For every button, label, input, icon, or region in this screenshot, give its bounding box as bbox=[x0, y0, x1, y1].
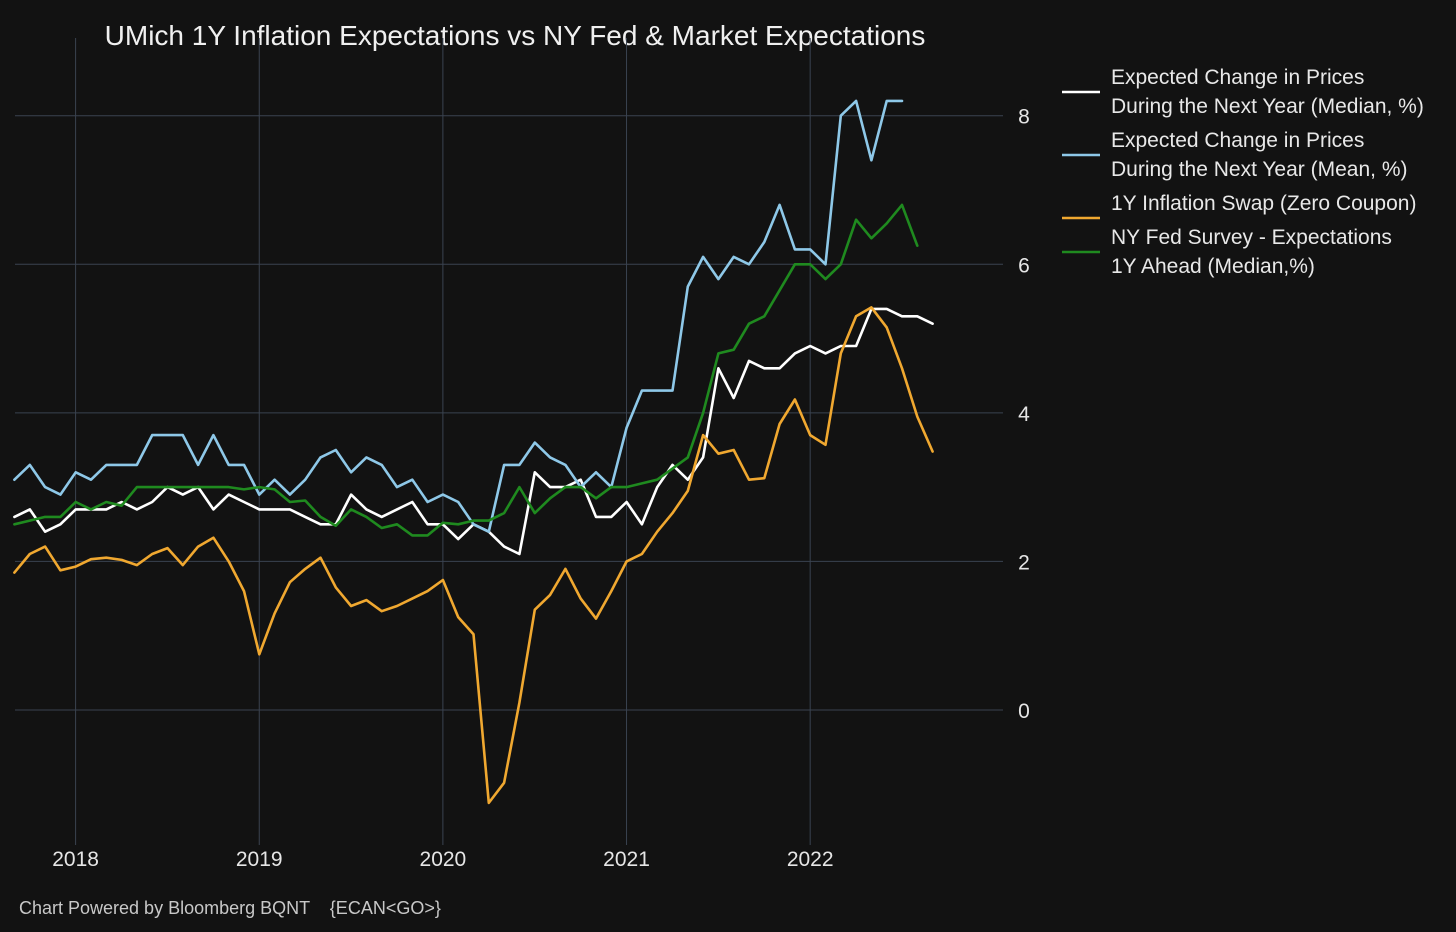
series-line-2 bbox=[13, 99, 904, 534]
y-tick-label-2: 2 bbox=[1018, 551, 1030, 574]
y-axis-ticks: 0 2 4 6 8 bbox=[1018, 106, 1030, 723]
legend-entry-1-line-1: Expected Change in Prices bbox=[1111, 66, 1364, 89]
chart-footer: Chart Powered by Bloomberg BQNT {ECAN<GO… bbox=[19, 898, 441, 918]
x-tick-label-2020: 2020 bbox=[420, 848, 467, 871]
y-tick-label-4: 4 bbox=[1018, 403, 1030, 426]
x-tick-label-2018: 2018 bbox=[52, 848, 99, 871]
legend: Expected Change in Prices During the Next… bbox=[1062, 66, 1424, 278]
series-lines bbox=[13, 99, 934, 805]
legend-entry-2-line-1: Expected Change in Prices bbox=[1111, 129, 1364, 152]
series-line-3 bbox=[13, 306, 934, 805]
series-line-4 bbox=[13, 203, 919, 537]
x-tick-label-2022: 2022 bbox=[787, 848, 834, 871]
chart-title: UMich 1Y Inflation Expectations vs NY Fe… bbox=[105, 20, 926, 51]
legend-entry-2-line-2: During the Next Year (Mean, %) bbox=[1111, 158, 1407, 181]
legend-entry-1-line-2: During the Next Year (Median, %) bbox=[1111, 95, 1424, 118]
legend-entry-3-line-1: 1Y Inflation Swap (Zero Coupon) bbox=[1111, 192, 1416, 215]
x-tick-label-2021: 2021 bbox=[603, 848, 650, 871]
legend-entry-4-line-1: NY Fed Survey - Expectations bbox=[1111, 226, 1392, 249]
legend-entry-4-line-2: 1Y Ahead (Median,%) bbox=[1111, 255, 1315, 278]
series-line-1 bbox=[13, 307, 934, 556]
y-tick-label-8: 8 bbox=[1018, 106, 1030, 129]
y-tick-label-0: 0 bbox=[1018, 700, 1030, 723]
x-axis-ticks: 2018 2019 2020 2021 2022 bbox=[52, 848, 833, 871]
x-tick-label-2019: 2019 bbox=[236, 848, 283, 871]
y-tick-label-6: 6 bbox=[1018, 254, 1030, 277]
grid bbox=[15, 38, 1003, 845]
